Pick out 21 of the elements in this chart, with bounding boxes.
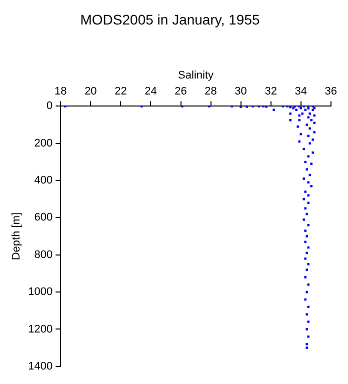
y-tick-label: 400 xyxy=(34,174,53,187)
x-tick-label: 24 xyxy=(144,86,157,98)
x-tick-label: 20 xyxy=(84,86,97,98)
y-tick-label: 800 xyxy=(34,248,53,261)
chart-title: MODS2005 in January, 1955 xyxy=(80,11,260,28)
y-tick-label: 1400 xyxy=(28,360,53,372)
y-tick-label: 1200 xyxy=(28,323,53,336)
x-tick-label: 32 xyxy=(264,86,277,98)
x-tick-label: 34 xyxy=(294,86,307,98)
y-axis-title: Depth [m] xyxy=(10,212,23,260)
x-tick-label: 22 xyxy=(114,86,127,98)
x-tick-label: 28 xyxy=(204,86,217,98)
x-tick-label: 26 xyxy=(174,86,187,98)
x-tick-label: 18 xyxy=(54,86,67,98)
y-tick-label: 600 xyxy=(34,212,53,224)
x-tick-label: 36 xyxy=(324,86,338,98)
x-tick-label: 30 xyxy=(234,86,247,98)
x-axis-title: Salinity xyxy=(178,69,214,82)
y-tick-label: 1000 xyxy=(28,286,53,298)
y-tick-label: 200 xyxy=(34,137,53,150)
y-tick-label: 0 xyxy=(46,100,53,112)
